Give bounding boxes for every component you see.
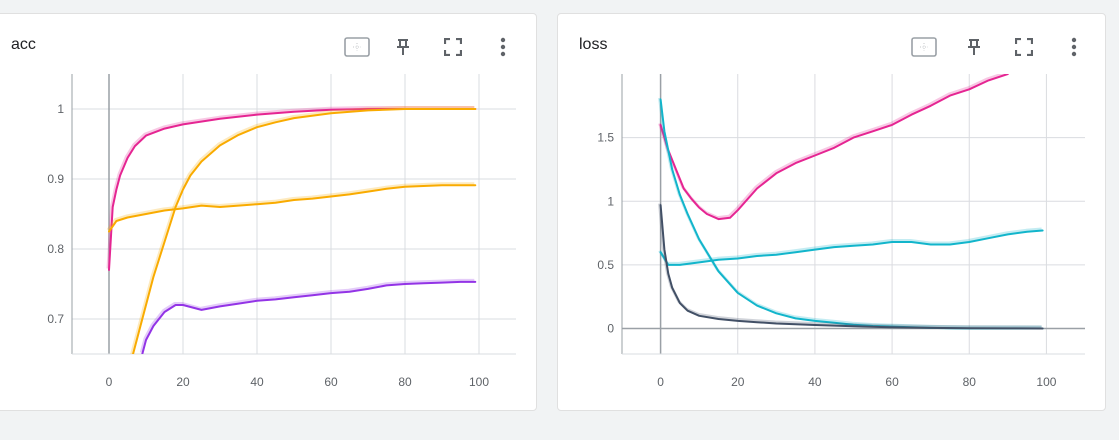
fit-domain-icon[interactable] — [910, 34, 938, 60]
series-raw-line — [130, 106, 475, 354]
x-tick-label: 100 — [1036, 375, 1056, 389]
fullscreen-icon[interactable] — [439, 34, 467, 60]
y-tick-label: 0.8 — [47, 242, 64, 256]
series-raw-line — [106, 182, 475, 231]
y-tick-label: 0.5 — [597, 258, 614, 272]
series-raw-line — [106, 106, 475, 269]
y-tick-label: 1 — [607, 194, 614, 208]
x-tick-label: 40 — [808, 375, 822, 389]
x-tick-label: 40 — [250, 375, 264, 389]
x-tick-label: 60 — [324, 375, 338, 389]
chart-title-loss: loss — [579, 36, 608, 53]
x-tick-label: 0 — [657, 375, 664, 389]
series-raw-line — [658, 227, 1042, 265]
acc-chart-card: acc 0.7 0.8 0.9 1 0 20 40 60 80 100 — [0, 13, 537, 411]
series-raw-line — [658, 97, 1042, 329]
x-tick-label: 100 — [469, 375, 489, 389]
y-tick-label: 1 — [57, 102, 64, 116]
series-line — [141, 280, 477, 354]
series-line — [132, 108, 477, 354]
loss-chart-card: loss 0 0.5 1 1.5 0 20 40 60 80 100 — [557, 13, 1106, 411]
more-vert-icon[interactable] — [489, 34, 517, 60]
acc-chart: 0.7 0.8 0.9 1 0 20 40 60 80 100 — [47, 74, 516, 389]
y-tick-label: 0.9 — [47, 172, 64, 186]
x-tick-label: 80 — [398, 375, 412, 389]
y-tick-label: 0 — [607, 322, 614, 336]
more-vert-icon[interactable] — [1060, 34, 1088, 60]
pin-icon[interactable] — [960, 34, 988, 60]
loss-chart: 0 0.5 1 1.5 0 20 40 60 80 100 — [597, 74, 1085, 389]
chart-title-acc: acc — [11, 36, 36, 53]
fit-domain-icon[interactable] — [343, 34, 371, 60]
series-line — [659, 204, 1044, 330]
x-tick-label: 80 — [963, 375, 977, 389]
y-tick-label: 1.5 — [597, 131, 614, 145]
x-tick-label: 20 — [731, 375, 745, 389]
x-tick-label: 0 — [106, 375, 113, 389]
series-line — [659, 229, 1044, 266]
series-line — [659, 98, 1044, 330]
y-tick-label: 0.7 — [47, 312, 64, 326]
x-tick-label: 20 — [176, 375, 190, 389]
series-line — [108, 184, 477, 233]
fullscreen-icon[interactable] — [1010, 34, 1038, 60]
x-tick-label: 60 — [885, 375, 899, 389]
series-line — [659, 74, 1009, 221]
pin-icon[interactable] — [389, 34, 417, 60]
series-raw-line — [139, 278, 475, 353]
page-footer-strip — [0, 432, 1119, 440]
